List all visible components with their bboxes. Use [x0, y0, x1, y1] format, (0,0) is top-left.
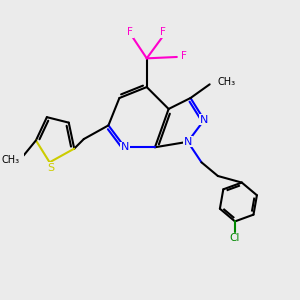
Text: CH₃: CH₃ [2, 154, 20, 165]
Text: Cl: Cl [230, 233, 240, 243]
Text: N: N [121, 142, 129, 152]
Text: N: N [184, 137, 192, 147]
Text: F: F [128, 27, 133, 38]
Text: CH₃: CH₃ [218, 76, 236, 87]
Text: S: S [47, 163, 55, 173]
Text: F: F [181, 51, 187, 61]
Text: F: F [160, 27, 166, 38]
Text: N: N [200, 115, 208, 125]
